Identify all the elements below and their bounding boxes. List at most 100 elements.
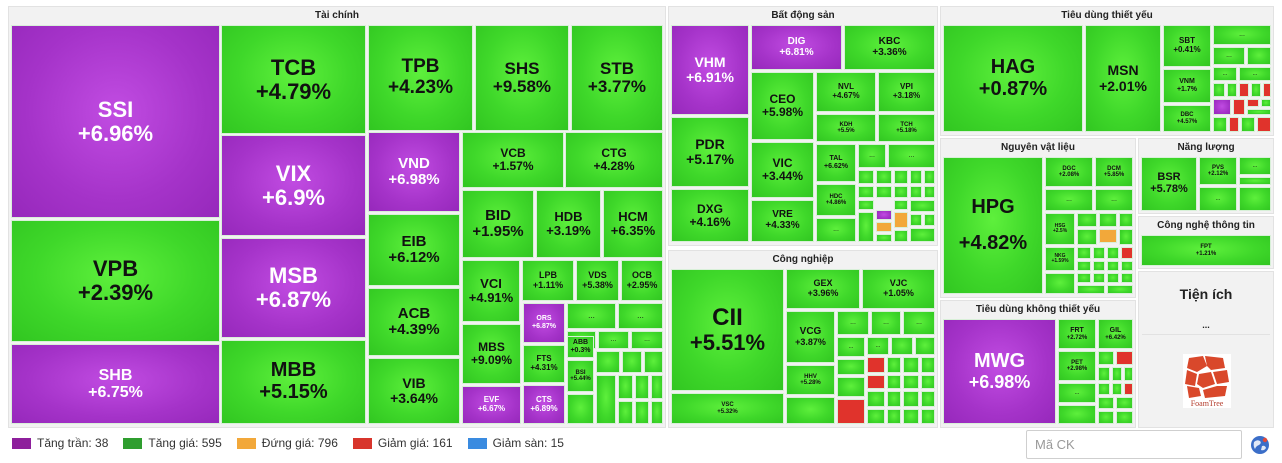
tile-fpt[interactable]: FPT +1.21% bbox=[1141, 235, 1271, 266]
tile-vhm[interactable]: VHM +6.91% bbox=[671, 25, 749, 115]
tile-small[interactable] bbox=[924, 170, 935, 184]
tile-small[interactable] bbox=[887, 391, 901, 407]
tile-small[interactable] bbox=[924, 186, 935, 198]
legend-item-down[interactable]: Giảm giá: 161 bbox=[352, 436, 453, 450]
tile-small[interactable] bbox=[837, 359, 865, 375]
tile-vic[interactable]: VIC +3.44% bbox=[751, 142, 814, 198]
tile-vib[interactable]: VIB +3.64% bbox=[368, 358, 460, 424]
tile-dxg[interactable]: DXG +4.16% bbox=[671, 189, 749, 242]
tile-mbb[interactable]: MBB +5.15% bbox=[221, 340, 366, 424]
tile-bsr[interactable]: BSR +5.78% bbox=[1141, 157, 1197, 211]
tile-small[interactable] bbox=[1241, 117, 1255, 132]
tile-small[interactable] bbox=[1077, 247, 1091, 259]
tile-small[interactable] bbox=[858, 170, 874, 184]
tile-small[interactable] bbox=[1077, 273, 1091, 283]
tile-small[interactable] bbox=[910, 214, 922, 226]
tile-more[interactable]: ... bbox=[837, 337, 865, 357]
tile-vds[interactable]: VDS +5.38% bbox=[576, 260, 619, 301]
tile-small[interactable] bbox=[876, 234, 892, 242]
tile-more[interactable]: ... bbox=[867, 337, 889, 355]
tile-small[interactable] bbox=[618, 401, 633, 424]
tile-small[interactable] bbox=[858, 212, 874, 242]
tile-hdb[interactable]: HDB +3.19% bbox=[536, 190, 601, 258]
tile-more[interactable]: ... bbox=[1239, 67, 1271, 81]
tile-small[interactable] bbox=[867, 409, 885, 424]
tile-small[interactable] bbox=[1098, 397, 1114, 409]
tile-small[interactable] bbox=[1098, 411, 1114, 424]
tile-stb[interactable]: STB +3.77% bbox=[571, 25, 663, 131]
tile-more[interactable]: ... bbox=[1213, 25, 1271, 45]
tile-small[interactable] bbox=[1099, 213, 1117, 227]
tile-small[interactable] bbox=[1077, 261, 1091, 271]
tile-small[interactable] bbox=[1107, 261, 1119, 271]
tile-small[interactable] bbox=[837, 377, 865, 397]
tile-more[interactable]: ... bbox=[858, 144, 886, 168]
tile-hsg[interactable]: HSG +2.5% bbox=[1045, 213, 1075, 245]
tile-tch[interactable]: TCH +5.18% bbox=[878, 114, 935, 142]
tile-small[interactable] bbox=[1261, 99, 1271, 107]
tile-more[interactable]: ... bbox=[1213, 67, 1237, 81]
tile-dbc[interactable]: DBC +4.57% bbox=[1163, 105, 1211, 132]
tile-small[interactable] bbox=[1239, 177, 1271, 185]
tile-small[interactable] bbox=[891, 337, 913, 355]
tile-small[interactable] bbox=[1257, 117, 1271, 132]
tile-small[interactable] bbox=[894, 212, 908, 228]
tile-more[interactable]: ... bbox=[903, 311, 935, 335]
tile-small[interactable] bbox=[876, 222, 892, 232]
tile-hpg[interactable]: HPG +4.82% bbox=[943, 157, 1043, 294]
legend-item-reference[interactable]: Đứng giá: 796 bbox=[236, 436, 338, 450]
tile-vpi[interactable]: VPI +3.18% bbox=[878, 72, 935, 112]
tile-small[interactable] bbox=[858, 186, 874, 198]
tile-small[interactable] bbox=[894, 200, 908, 210]
tile-hag[interactable]: HAG +0.87% bbox=[943, 25, 1083, 132]
tile-small[interactable] bbox=[876, 170, 892, 184]
tile-more[interactable]: ... bbox=[837, 311, 869, 335]
tile-small[interactable] bbox=[867, 375, 885, 389]
tile-small[interactable] bbox=[651, 401, 663, 424]
tile-hcm[interactable]: HCM +6.35% bbox=[603, 190, 663, 258]
tile-small[interactable] bbox=[1239, 187, 1271, 211]
tile-small[interactable] bbox=[1121, 261, 1133, 271]
tile-nvl[interactable]: NVL +4.67% bbox=[816, 72, 876, 112]
tile-small[interactable] bbox=[867, 357, 885, 373]
tile-small[interactable] bbox=[1227, 83, 1237, 97]
tile-small[interactable] bbox=[903, 357, 919, 373]
tile-pet[interactable]: PET +2.98% bbox=[1058, 351, 1096, 381]
tile-small[interactable] bbox=[910, 186, 922, 198]
tile-ocb[interactable]: OCB +2.95% bbox=[621, 260, 663, 301]
tile-mwg[interactable]: MWG +6.98% bbox=[943, 319, 1056, 424]
tile-msb[interactable]: MSB +6.87% bbox=[221, 238, 366, 338]
tile-cts[interactable]: CTS +6.89% bbox=[523, 385, 565, 424]
tile-more[interactable]: ... bbox=[816, 218, 856, 242]
tile-small[interactable] bbox=[1107, 273, 1119, 283]
tile-small[interactable] bbox=[1116, 351, 1133, 365]
tile-tpb[interactable]: TPB +4.23% bbox=[368, 25, 473, 131]
tile-small[interactable] bbox=[910, 228, 935, 242]
tile-vnm[interactable]: VNM +1.7% bbox=[1163, 69, 1211, 103]
tile-ors[interactable]: ORS +6.87% bbox=[523, 303, 565, 343]
tile-small[interactable] bbox=[786, 397, 835, 424]
tile-small[interactable] bbox=[921, 391, 935, 407]
tile-small[interactable] bbox=[887, 375, 901, 389]
tile-vjc[interactable]: VJC +1.05% bbox=[862, 269, 935, 309]
tile-small[interactable] bbox=[1119, 229, 1133, 245]
tile-small[interactable] bbox=[1229, 117, 1239, 132]
tile-small[interactable] bbox=[622, 351, 642, 373]
tile-small[interactable] bbox=[921, 357, 935, 373]
tile-fts[interactable]: FTS +4.31% bbox=[523, 345, 565, 383]
tile-small[interactable] bbox=[1107, 247, 1119, 259]
tile-gil[interactable]: GIL +6.42% bbox=[1098, 319, 1133, 349]
tile-small[interactable] bbox=[894, 230, 908, 242]
tile-abb[interactable]: ABB +0.3% bbox=[567, 336, 594, 358]
tile-frt[interactable]: FRT +2.72% bbox=[1058, 319, 1096, 349]
tile-small[interactable] bbox=[1239, 83, 1249, 97]
tile-small[interactable] bbox=[1093, 261, 1105, 271]
tile-more[interactable]: ... bbox=[618, 303, 663, 329]
tile-ctg[interactable]: CTG +4.28% bbox=[565, 132, 663, 188]
tile-vnd[interactable]: VND +6.98% bbox=[368, 132, 460, 212]
tile-small[interactable] bbox=[1121, 247, 1133, 259]
tile-small[interactable] bbox=[915, 337, 935, 355]
tile-vpb[interactable]: VPB +2.39% bbox=[11, 220, 220, 342]
tile-small[interactable] bbox=[644, 351, 663, 373]
tile-more[interactable]: ... bbox=[1058, 383, 1096, 403]
